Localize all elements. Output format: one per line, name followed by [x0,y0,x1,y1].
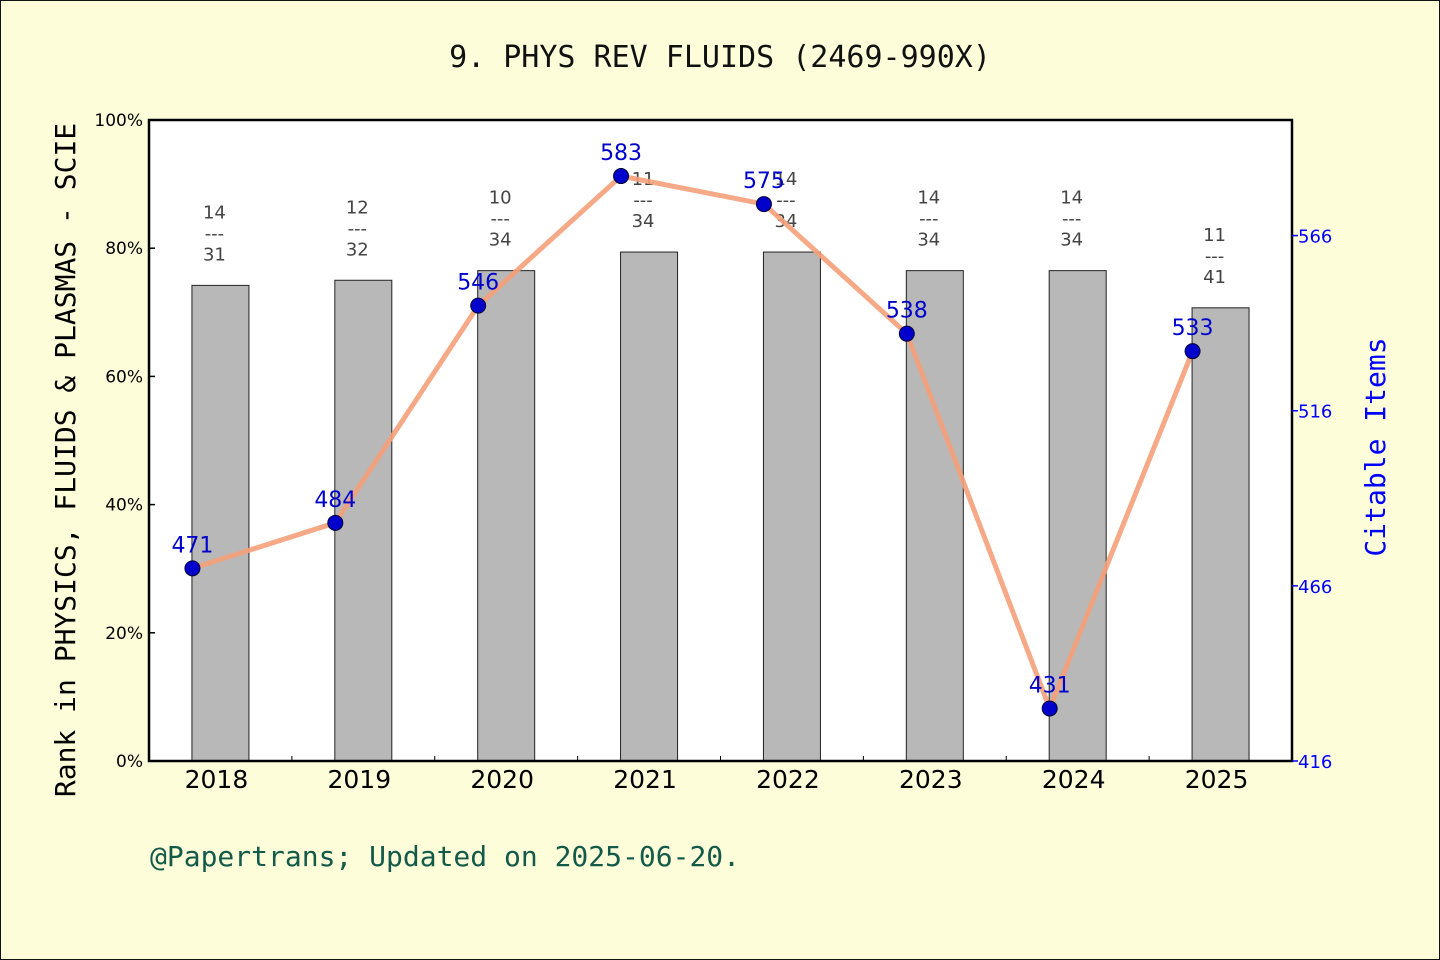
citable-items-value-label: 546 [457,271,499,296]
y2-tick-label: 566 [1298,227,1332,248]
bar-separator-label: --- [490,209,510,230]
y-tick-label: 100% [94,111,143,131]
bar-separator-label: --- [205,223,225,244]
x-tick-label: 2025 [1185,765,1249,794]
bar-rank-label: 12 [346,197,369,218]
bar-rank-label: 11 [1203,225,1226,246]
bar-total-label: 34 [1060,230,1083,251]
bar-separator-label: --- [919,209,939,230]
bar-2025 [1191,307,1250,762]
x-tick-label: 2021 [613,765,677,794]
citable-items-point-2021 [613,168,630,185]
bar-rank-label: 10 [489,188,512,209]
y-tick-label: 0% [116,752,143,772]
citable-items-point-2020 [470,297,487,314]
citable-items-point-2022 [755,196,772,213]
bar-total-label: 34 [489,230,512,251]
bar-separator-label: --- [1205,246,1225,267]
bar-2022 [762,251,821,762]
citable-items-point-2025 [1184,343,1201,360]
bar-rank-label: 14 [1060,188,1083,209]
chart-title: 9. PHYS REV FLUIDS (2469-990X) [449,40,991,75]
citable-items-line [191,173,1195,711]
bar-total-label: 34 [632,211,655,232]
bar-separator-label: --- [776,190,796,211]
bar-total-label: 41 [1203,267,1226,288]
bar-2018 [191,284,250,762]
citable-items-value-label: 583 [600,141,642,166]
bar-2019 [334,279,393,762]
citable-items-value-label: 484 [314,488,356,513]
citable-items-point-2023 [898,325,915,342]
citable-items-point-2018 [184,560,201,577]
x-tick-label: 2023 [899,765,963,794]
plot-area [149,120,1292,761]
y2-tick-label: 516 [1298,402,1332,423]
bar-rank-label: 14 [203,202,226,223]
bar-2020 [477,270,536,762]
x-tick-label: 2022 [756,765,820,794]
x-tick-label: 2024 [1042,765,1106,794]
x-tick-label: 2019 [328,765,392,794]
bar-separator-label: --- [348,218,368,239]
citable-items-value-label: 575 [743,169,785,194]
citable-items-point-2024 [1041,700,1058,717]
y-tick-label: 80% [105,239,143,259]
citable-items-value-label: 533 [1172,316,1214,341]
footer-credit: @Papertrans; Updated on 2025-06-20. [150,840,740,873]
y-axis-label: Rank in PHYSICS, FLUIDS & PLASMAS - SCIE [49,123,82,797]
bar-2021 [620,251,679,762]
y2-axis-label: Citable Items [1359,337,1392,556]
citable-items-value-label: 431 [1029,673,1071,698]
citable-items-value-label: 471 [171,533,213,558]
x-tick-label: 2018 [185,765,249,794]
citable-items-point-2019 [327,514,344,531]
y-tick-label: 40% [105,496,143,516]
bar-rank-label: 14 [774,169,797,190]
bar-total-label: 31 [203,244,226,265]
bar-separator-label: --- [633,190,653,211]
bar-separator-label: --- [1062,209,1082,230]
y-tick-label: 60% [105,367,143,387]
bar-total-label: 32 [346,239,369,260]
x-tick-label: 2020 [470,765,534,794]
bar-total-label: 34 [917,230,940,251]
y2-tick-label: 466 [1298,577,1332,598]
y-tick-label: 20% [105,624,143,644]
bar-rank-label: 14 [917,188,940,209]
y2-tick-label: 416 [1298,752,1332,773]
bar-2023 [905,270,964,762]
citable-items-value-label: 538 [886,299,928,324]
